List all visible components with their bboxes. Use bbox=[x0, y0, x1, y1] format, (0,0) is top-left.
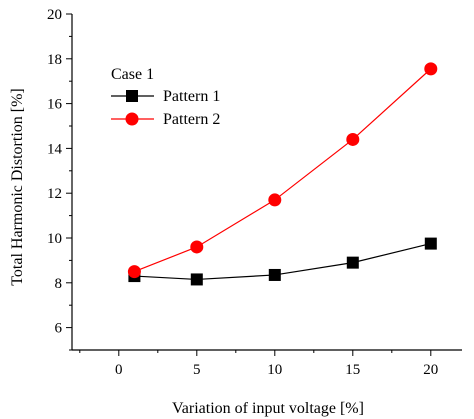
y-axis-title: Total Harmonic Distortion [%] bbox=[9, 88, 26, 286]
legend-marker bbox=[125, 112, 139, 126]
x-axis-ticks: 0 5 10 15 20 bbox=[79, 350, 438, 378]
plot-frame bbox=[71, 14, 462, 351]
data-point bbox=[268, 193, 282, 207]
data-point bbox=[268, 268, 281, 281]
data-point bbox=[190, 240, 204, 254]
series-layer bbox=[127, 62, 438, 286]
data-point bbox=[424, 62, 438, 76]
data-point bbox=[127, 265, 141, 279]
legend-label: Pattern 2 bbox=[163, 111, 220, 128]
legend: Case 1 Pattern 1 Pattern 2 bbox=[111, 66, 220, 128]
legend-title: Case 1 bbox=[111, 66, 154, 83]
x-tick-label: 10 bbox=[267, 362, 282, 378]
legend-marker bbox=[126, 90, 138, 102]
y-tick-label: 14 bbox=[47, 141, 63, 157]
data-point bbox=[190, 273, 203, 286]
x-axis-title: Variation of input voltage [%] bbox=[172, 400, 364, 417]
y-tick-label: 10 bbox=[47, 231, 62, 247]
x-tick-label: 0 bbox=[115, 362, 123, 378]
series-line bbox=[134, 243, 431, 281]
legend-entries: Pattern 1 Pattern 2 bbox=[111, 88, 220, 128]
data-point bbox=[346, 132, 360, 146]
data-point bbox=[346, 256, 359, 269]
legend-label: Pattern 1 bbox=[163, 88, 220, 105]
y-tick-label: 12 bbox=[47, 186, 62, 202]
y-tick-label: 6 bbox=[55, 321, 63, 337]
legend-entry-1: Pattern 1 bbox=[111, 88, 220, 105]
series-1 bbox=[128, 237, 437, 286]
y-axis-ticks: 6 8 10 12 14 16 18 20 bbox=[47, 7, 72, 351]
y-tick-label: 18 bbox=[47, 52, 62, 68]
y-tick-label: 20 bbox=[47, 7, 62, 23]
y-tick-label: 8 bbox=[55, 276, 63, 292]
series-2 bbox=[127, 62, 438, 279]
x-tick-label: 5 bbox=[193, 362, 201, 378]
y-tick-label: 16 bbox=[47, 97, 63, 113]
x-tick-label: 20 bbox=[423, 362, 438, 378]
data-point bbox=[424, 237, 437, 250]
x-tick-label: 15 bbox=[345, 362, 360, 378]
legend-entry-2: Pattern 2 bbox=[111, 111, 220, 128]
